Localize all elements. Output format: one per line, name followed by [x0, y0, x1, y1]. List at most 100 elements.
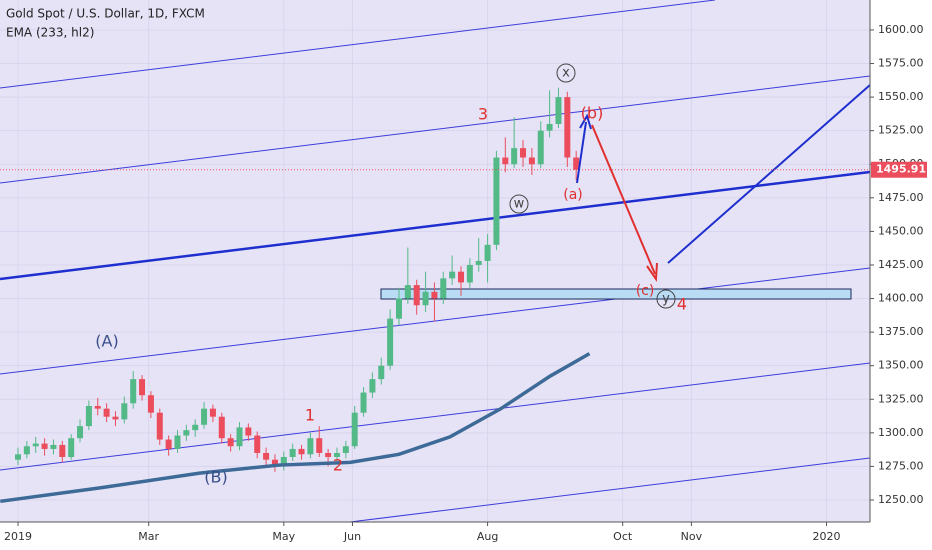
candle-body	[50, 444, 57, 449]
y-tick-label: 1275.00	[878, 459, 924, 472]
axes: 1250.00 1275.00 1300.00 1325.00 1350.00 1375.…	[4, 23, 927, 543]
x-tick-label: Mar	[138, 530, 159, 543]
candle-body	[227, 438, 234, 447]
candle-body	[236, 427, 243, 447]
last-price-label: 1495.91	[876, 163, 926, 176]
candle-body	[77, 426, 84, 439]
x-axis-panel	[0, 522, 870, 550]
candle-body	[174, 435, 181, 449]
candle-body	[130, 379, 137, 404]
candle-body	[147, 395, 154, 413]
candle-body	[59, 444, 66, 458]
candle-body	[351, 412, 358, 447]
candle-body	[342, 446, 349, 453]
candle-body	[156, 412, 163, 440]
y-tick-label: 1425.00	[878, 258, 924, 271]
wave-label: (B)	[204, 468, 227, 487]
last-price-box	[871, 161, 927, 178]
candle-body	[165, 439, 172, 449]
candle-body	[32, 443, 39, 447]
trend-line	[0, 170, 871, 281]
candle-body	[387, 318, 394, 366]
candle-body	[440, 278, 447, 299]
candle-body	[316, 438, 323, 453]
candle-body	[121, 403, 128, 420]
candle-body	[289, 448, 296, 458]
candle-body	[254, 435, 261, 453]
candle-body	[466, 264, 473, 283]
candle-body	[555, 97, 562, 124]
candle-body	[68, 438, 75, 458]
candle-body	[360, 392, 367, 413]
candle-body	[307, 438, 314, 455]
candle-body	[245, 427, 252, 436]
y-tick-label: 1300.00	[878, 426, 924, 439]
label-circle	[556, 63, 576, 83]
candle-body	[493, 157, 500, 245]
candle-body	[431, 291, 438, 299]
candle-body	[546, 123, 553, 131]
arrow-head	[579, 113, 592, 130]
x-tick-label: Nov	[681, 530, 703, 543]
candle-body	[475, 260, 482, 265]
candle-body	[271, 459, 278, 466]
y-tick-label: 1400.00	[878, 292, 924, 305]
ema-line	[0, 352, 591, 504]
candle-body	[395, 298, 402, 319]
y-tick-label: 1550.00	[878, 90, 924, 103]
candle-body	[23, 446, 30, 455]
x-tick-label: Jun	[343, 530, 361, 543]
support-zone	[380, 288, 852, 300]
channel-line	[349, 457, 871, 523]
candle-body	[139, 379, 146, 396]
y-tick-label: 1375.00	[878, 325, 924, 338]
candle-body	[449, 271, 456, 279]
candle-body	[413, 285, 420, 306]
wave-label: 2	[333, 456, 343, 475]
y-tick-label: 1600.00	[878, 23, 924, 36]
y-tick-label: 1525.00	[878, 124, 924, 137]
candle-body	[502, 157, 509, 165]
arrow	[591, 124, 656, 275]
candle-body	[537, 130, 544, 165]
chart-title: Gold Spot / U.S. Dollar, 1D, FXCM	[6, 7, 205, 21]
wave-label: (b)	[581, 104, 604, 123]
y-tick-label: 1250.00	[878, 493, 924, 506]
label-circle	[509, 194, 529, 214]
candle-body	[85, 405, 92, 427]
wave-label: (a)	[563, 187, 583, 203]
candle-body	[564, 97, 571, 158]
candle-body	[209, 408, 216, 417]
candle-body	[192, 424, 199, 431]
label-circle	[656, 289, 676, 309]
channel-lines	[0, 0, 871, 523]
x-tick-label: May	[272, 530, 295, 543]
candle-body	[404, 285, 411, 299]
channel-line	[0, 0, 716, 89]
trend-line	[667, 84, 871, 264]
candle-body	[325, 452, 332, 458]
wave-label: 4	[677, 295, 687, 314]
candle-body	[484, 244, 491, 261]
y-tick-label: 1325.00	[878, 392, 924, 405]
wave-label: y	[662, 292, 670, 307]
candle-body	[458, 271, 465, 283]
candle-body	[520, 148, 527, 158]
wave-label: x	[562, 66, 570, 81]
channel-line	[0, 267, 871, 375]
y-tick-label: 1450.00	[878, 224, 924, 237]
candle-body	[511, 148, 518, 165]
wave-label: 3	[478, 105, 488, 124]
y-tick-label: 1350.00	[878, 359, 924, 372]
x-tick-label: 2019	[4, 530, 32, 543]
candle-body	[41, 443, 48, 449]
candle-body	[333, 452, 340, 458]
channel-line	[0, 362, 871, 471]
y-tick-label: 1575.00	[878, 57, 924, 70]
candle-body	[573, 157, 580, 170]
arrow-head	[646, 262, 658, 282]
x-tick-label: 2020	[812, 530, 840, 543]
candle-body	[263, 452, 270, 460]
candle-body	[422, 291, 429, 306]
